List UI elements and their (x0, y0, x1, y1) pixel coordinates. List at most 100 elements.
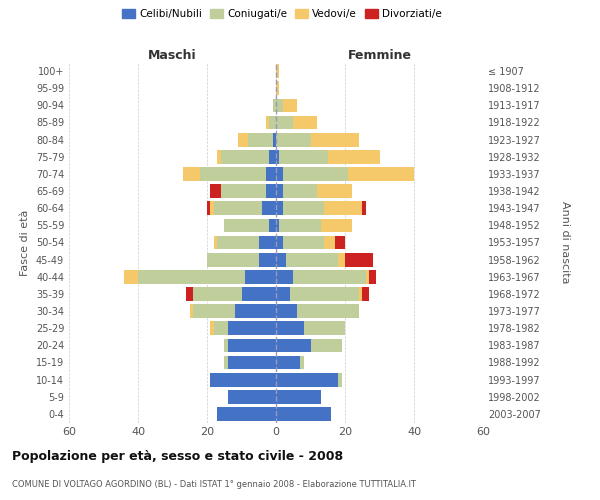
Bar (217, 236, 259, 250)
Bar (211, 322, 214, 335)
Bar (276, 218, 280, 232)
Bar (304, 322, 345, 335)
Bar (276, 82, 280, 95)
Text: Popolazione per età, sesso e stato civile - 2008: Popolazione per età, sesso e stato civil… (12, 450, 343, 463)
Bar (221, 150, 269, 164)
Bar (248, 133, 272, 146)
Bar (276, 407, 331, 421)
Bar (138, 270, 245, 283)
Bar (211, 202, 214, 215)
Bar (359, 287, 362, 301)
Bar (228, 356, 276, 370)
Bar (276, 373, 338, 386)
Bar (224, 356, 228, 370)
Bar (283, 184, 317, 198)
Y-axis label: Anni di nascita: Anni di nascita (560, 201, 570, 284)
Bar (269, 150, 276, 164)
Bar (276, 150, 280, 164)
Bar (190, 304, 193, 318)
Bar (214, 322, 228, 335)
Bar (283, 202, 324, 215)
Bar (235, 304, 276, 318)
Bar (228, 338, 276, 352)
Bar (362, 287, 369, 301)
Bar (338, 253, 345, 266)
Bar (200, 167, 266, 181)
Bar (272, 133, 276, 146)
Bar (269, 116, 276, 130)
Bar (345, 253, 373, 266)
Bar (276, 184, 283, 198)
Bar (362, 202, 366, 215)
Text: COMUNE DI VOLTAGO AGORDINO (BL) - Dati ISTAT 1° gennaio 2008 - Elaborazione TUTT: COMUNE DI VOLTAGO AGORDINO (BL) - Dati I… (12, 480, 416, 489)
Bar (207, 202, 211, 215)
Bar (325, 236, 335, 250)
Bar (217, 150, 221, 164)
Bar (276, 133, 311, 146)
Bar (276, 253, 286, 266)
Bar (328, 150, 380, 164)
Bar (280, 150, 328, 164)
Bar (317, 184, 352, 198)
Bar (183, 167, 200, 181)
Bar (283, 236, 324, 250)
Bar (211, 373, 276, 386)
Bar (338, 373, 341, 386)
Bar (259, 253, 276, 266)
Bar (286, 253, 338, 266)
Bar (276, 116, 293, 130)
Bar (224, 338, 228, 352)
Bar (272, 98, 276, 112)
Bar (276, 202, 283, 215)
Bar (311, 338, 341, 352)
Bar (214, 202, 262, 215)
Bar (266, 184, 276, 198)
Bar (228, 322, 276, 335)
Bar (335, 236, 345, 250)
Bar (276, 98, 283, 112)
Text: Femmine: Femmine (347, 48, 412, 62)
Bar (280, 218, 321, 232)
Bar (276, 236, 283, 250)
Bar (238, 133, 248, 146)
Bar (276, 64, 280, 78)
Bar (124, 270, 138, 283)
Y-axis label: Fasce di età: Fasce di età (20, 210, 30, 276)
Bar (269, 218, 276, 232)
Bar (283, 98, 296, 112)
Bar (325, 202, 362, 215)
Bar (369, 270, 376, 283)
Bar (300, 356, 304, 370)
Bar (276, 356, 300, 370)
Bar (262, 202, 276, 215)
Bar (276, 322, 304, 335)
Bar (293, 270, 366, 283)
Bar (276, 287, 290, 301)
Bar (207, 253, 259, 266)
Bar (276, 390, 321, 404)
Bar (193, 304, 235, 318)
Bar (224, 218, 269, 232)
Bar (266, 116, 269, 130)
Bar (276, 270, 293, 283)
Bar (276, 304, 296, 318)
Bar (214, 236, 217, 250)
Bar (187, 287, 193, 301)
Bar (290, 287, 359, 301)
Bar (259, 236, 276, 250)
Bar (228, 390, 276, 404)
Bar (276, 167, 283, 181)
Bar (217, 407, 276, 421)
Bar (211, 184, 221, 198)
Bar (321, 218, 352, 232)
Bar (366, 270, 369, 283)
Bar (221, 184, 266, 198)
Bar (311, 133, 359, 146)
Bar (283, 167, 349, 181)
Bar (193, 287, 241, 301)
Bar (349, 167, 414, 181)
Bar (241, 287, 276, 301)
Legend: Celibi/Nubili, Coniugati/e, Vedovi/e, Divorziati/e: Celibi/Nubili, Coniugati/e, Vedovi/e, Di… (118, 5, 446, 24)
Bar (296, 304, 359, 318)
Text: Maschi: Maschi (148, 48, 197, 62)
